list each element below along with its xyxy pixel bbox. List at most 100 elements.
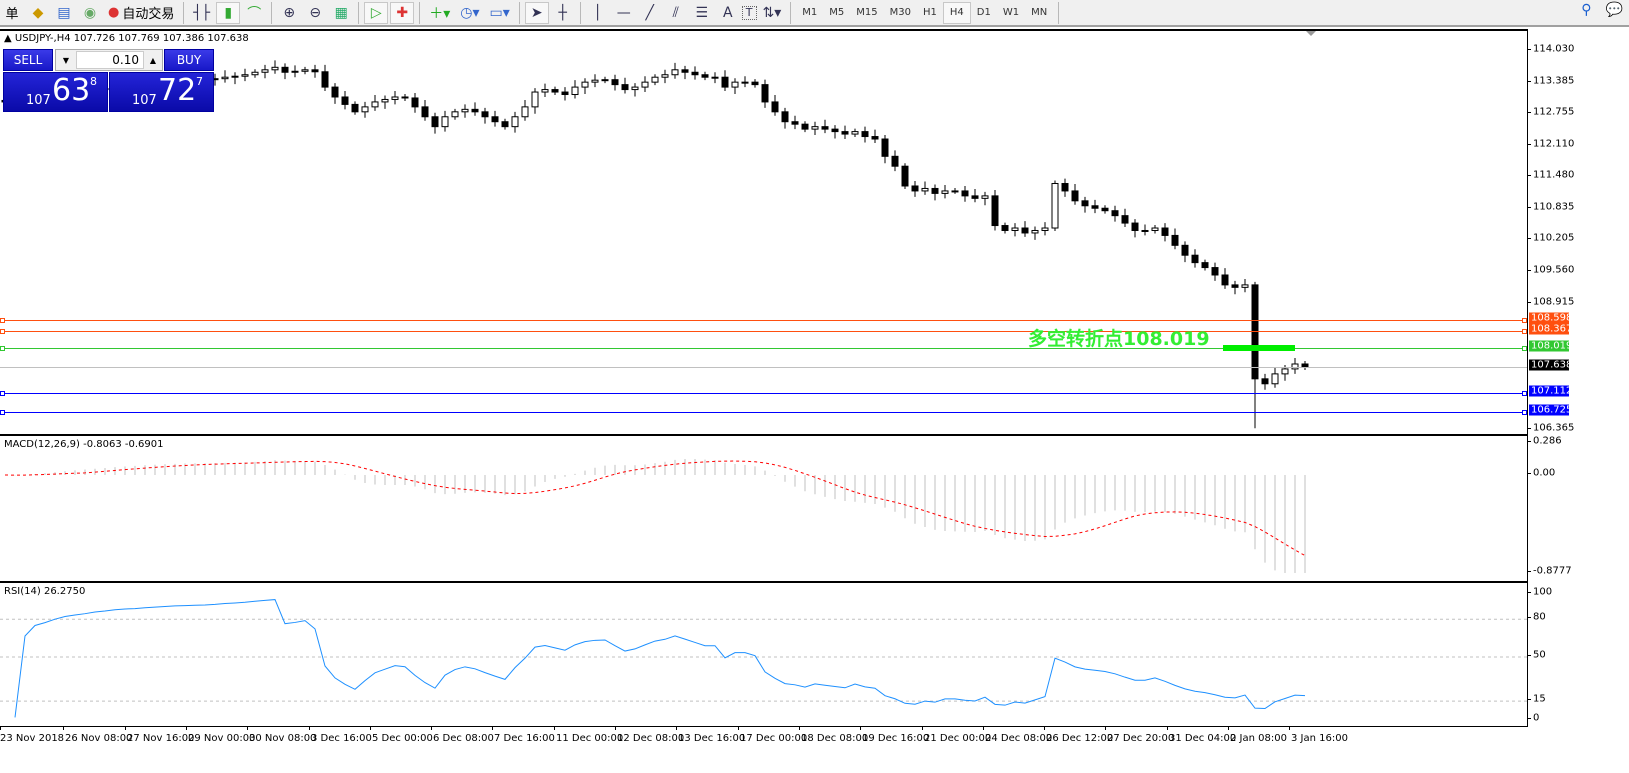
line-chart-icon[interactable]: ⌒ (247, 5, 262, 22)
level-handle-left[interactable] (0, 329, 5, 334)
bull-candle-body (651, 76, 659, 83)
navigator-icon[interactable]: ▤ (57, 4, 71, 21)
time-label: 29 Nov 00:00 (188, 733, 256, 744)
vertical-line-icon[interactable]: │ (593, 4, 602, 21)
timeframe-m30[interactable]: M30 (889, 7, 911, 18)
level-handle-left[interactable] (0, 391, 5, 397)
bear-candle-body (761, 84, 769, 103)
time-label: 7 Dec 16:00 (494, 733, 555, 744)
indicators-icon[interactable]: ＋▾ (429, 5, 451, 22)
templates-icon[interactable]: ▭▾ (489, 4, 510, 21)
lot-decrease-button[interactable]: ▼ (57, 51, 75, 69)
chart-window[interactable]: ▲ USDJPY-,H4 107.726 107.769 107.386 107… (0, 29, 1629, 773)
buy-button[interactable]: BUY (164, 49, 214, 71)
text-label-icon[interactable]: T (741, 5, 757, 20)
price-pane[interactable]: ▲ USDJPY-,H4 107.726 107.769 107.386 107… (0, 29, 1527, 432)
bear-candle-body (701, 74, 709, 78)
bear-candle-body (1231, 284, 1239, 288)
timeframe-m5[interactable]: M5 (829, 7, 845, 18)
bear-candle-body (721, 76, 729, 88)
candle (1191, 249, 1199, 268)
candle (771, 95, 779, 116)
lot-increase-button[interactable]: ▲ (144, 51, 162, 69)
collapse-arrow-icon[interactable]: ▲ (4, 33, 15, 44)
auto-trading-button[interactable]: ● 自动交易 (104, 2, 178, 24)
level-price-tag: 107.112 (1529, 385, 1573, 397)
level-line[interactable] (0, 329, 1527, 334)
horizontal-line-icon[interactable]: — (616, 4, 631, 21)
chat-icon[interactable]: 💬 (1605, 2, 1623, 18)
level-line[interactable] (0, 391, 1527, 397)
bear-candle-body (791, 121, 799, 125)
chart-shift-icon[interactable]: ✚ (390, 1, 415, 24)
candle (381, 95, 389, 109)
timeframe-h1[interactable]: H1 (922, 7, 937, 18)
level-handle-left[interactable] (0, 317, 5, 323)
timeframe-m1[interactable]: M1 (802, 7, 818, 18)
toolbar-partial-item[interactable]: 单 (5, 7, 19, 22)
level-handle-right[interactable] (1522, 329, 1527, 334)
timeframe-m15[interactable]: M15 (856, 7, 878, 18)
bull-candle-body (301, 69, 309, 72)
candle (661, 69, 669, 84)
level-line[interactable] (0, 410, 1527, 416)
candle (351, 101, 359, 115)
buy-price-box[interactable]: 107 72 7 (109, 72, 214, 112)
price-tick (1527, 80, 1531, 82)
level-handle-right[interactable] (1522, 410, 1527, 416)
price-axis[interactable] (1527, 29, 1528, 726)
lot-size-input[interactable] (76, 51, 144, 69)
cursor-icon[interactable]: ➤ (524, 1, 549, 24)
signal-icon[interactable]: ◉ (83, 4, 97, 21)
timeframe-mn[interactable]: MN (1031, 7, 1048, 18)
level-handle-left[interactable] (0, 410, 5, 416)
candle (741, 76, 749, 88)
candle (1261, 373, 1269, 390)
trendline-icon[interactable]: ╱ (645, 4, 654, 21)
timeframe-w1[interactable]: W1 (1002, 7, 1020, 18)
bear-candle-body (611, 79, 619, 86)
text-tool-icon[interactable]: A (722, 4, 733, 21)
chart-shift-marker[interactable] (1306, 31, 1316, 36)
rsi-axis-label: 50 (1533, 649, 1546, 661)
level-handle-right[interactable] (1522, 346, 1527, 352)
level-line[interactable] (0, 317, 1527, 323)
bull-candle-body (451, 111, 459, 118)
level-handle-right[interactable] (1522, 317, 1527, 323)
timeframe-d1[interactable]: D1 (976, 7, 991, 18)
sell-price-box[interactable]: 107 63 8 (3, 72, 108, 112)
timeframe-h4[interactable]: H4 (942, 1, 971, 24)
candle (701, 71, 709, 81)
market-watch-icon[interactable]: ◆ (32, 4, 44, 21)
bar-chart-icon[interactable]: ┤├ (193, 4, 211, 21)
periods-icon[interactable]: ◷▾ (460, 4, 480, 21)
tile-windows-icon[interactable]: ▦ (334, 4, 348, 21)
level-price-tag: 107.638 (1529, 359, 1573, 371)
level-line[interactable] (0, 346, 1527, 352)
macd-pane[interactable]: MACD(12,26,9) -0.8063 -0.6901 (0, 434, 1527, 578)
search-icon[interactable]: ⚲ (1581, 2, 1592, 18)
crosshair-icon[interactable]: ┼ (558, 4, 567, 21)
zoom-out-icon[interactable]: ⊖ (309, 4, 322, 21)
bear-candle-body (501, 121, 509, 128)
level-handle-left[interactable] (0, 346, 5, 352)
zoom-in-icon[interactable]: ⊕ (283, 4, 296, 21)
rsi-pane[interactable]: RSI(14) 26.2750 (0, 581, 1527, 726)
bear-candle-body (411, 97, 419, 108)
level-line[interactable] (0, 367, 1527, 369)
time-axis[interactable] (0, 726, 1528, 727)
arrows-icon[interactable]: ⇅▾ (762, 4, 782, 21)
bear-candle-body (821, 126, 829, 130)
bull-candle-body (291, 70, 299, 73)
level-handle-right[interactable] (1522, 391, 1527, 397)
time-tick (983, 726, 984, 730)
auto-scroll-icon[interactable]: ▷ (364, 1, 389, 24)
time-tick (0, 726, 1, 730)
auto-trading-icon: ● (108, 5, 120, 20)
candlestick-icon[interactable]: ▮ (216, 1, 241, 24)
fibonacci-icon[interactable]: ☰ (695, 4, 709, 21)
symbol-header: ▲ USDJPY-,H4 107.726 107.769 107.386 107… (4, 33, 249, 44)
equidistant-channel-icon[interactable]: ⫽ (672, 4, 679, 21)
candle (541, 83, 549, 97)
sell-button[interactable]: SELL (3, 49, 53, 71)
